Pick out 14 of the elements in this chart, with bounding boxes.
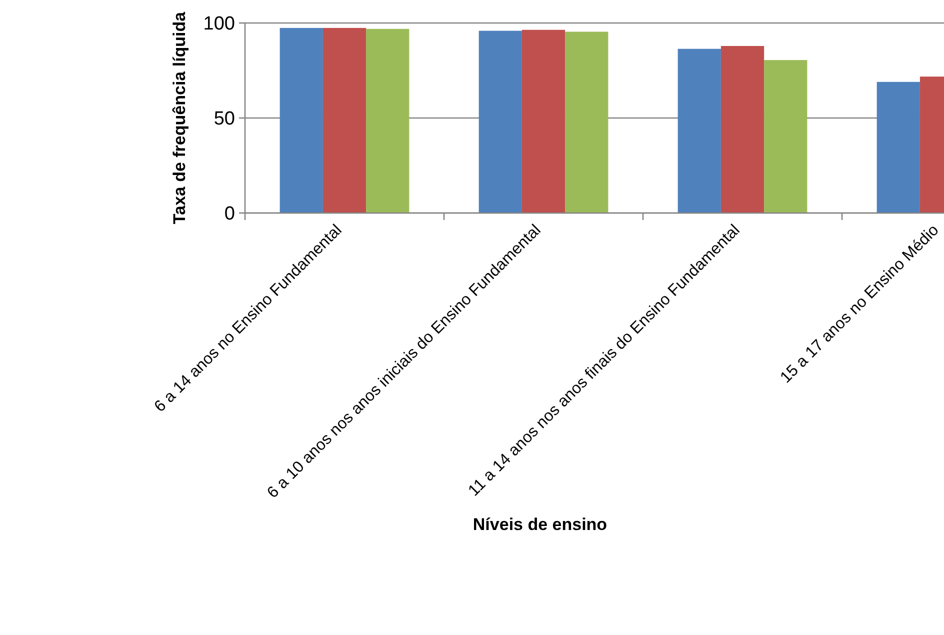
y-tick-label: 100 <box>203 14 235 35</box>
bar <box>478 30 522 213</box>
y-tick-label: 50 <box>214 108 235 130</box>
bar <box>522 30 566 213</box>
x-axis-title: Níveis de ensino <box>472 515 608 534</box>
bar <box>565 32 608 213</box>
y-axis-title: Taxa de frequência líquida <box>170 11 189 224</box>
y-tick-label: 0 <box>224 204 235 225</box>
bar <box>720 46 764 213</box>
bar <box>322 28 366 213</box>
bar <box>764 60 808 213</box>
bar <box>678 48 721 213</box>
bar <box>280 28 323 213</box>
bar <box>366 28 410 213</box>
